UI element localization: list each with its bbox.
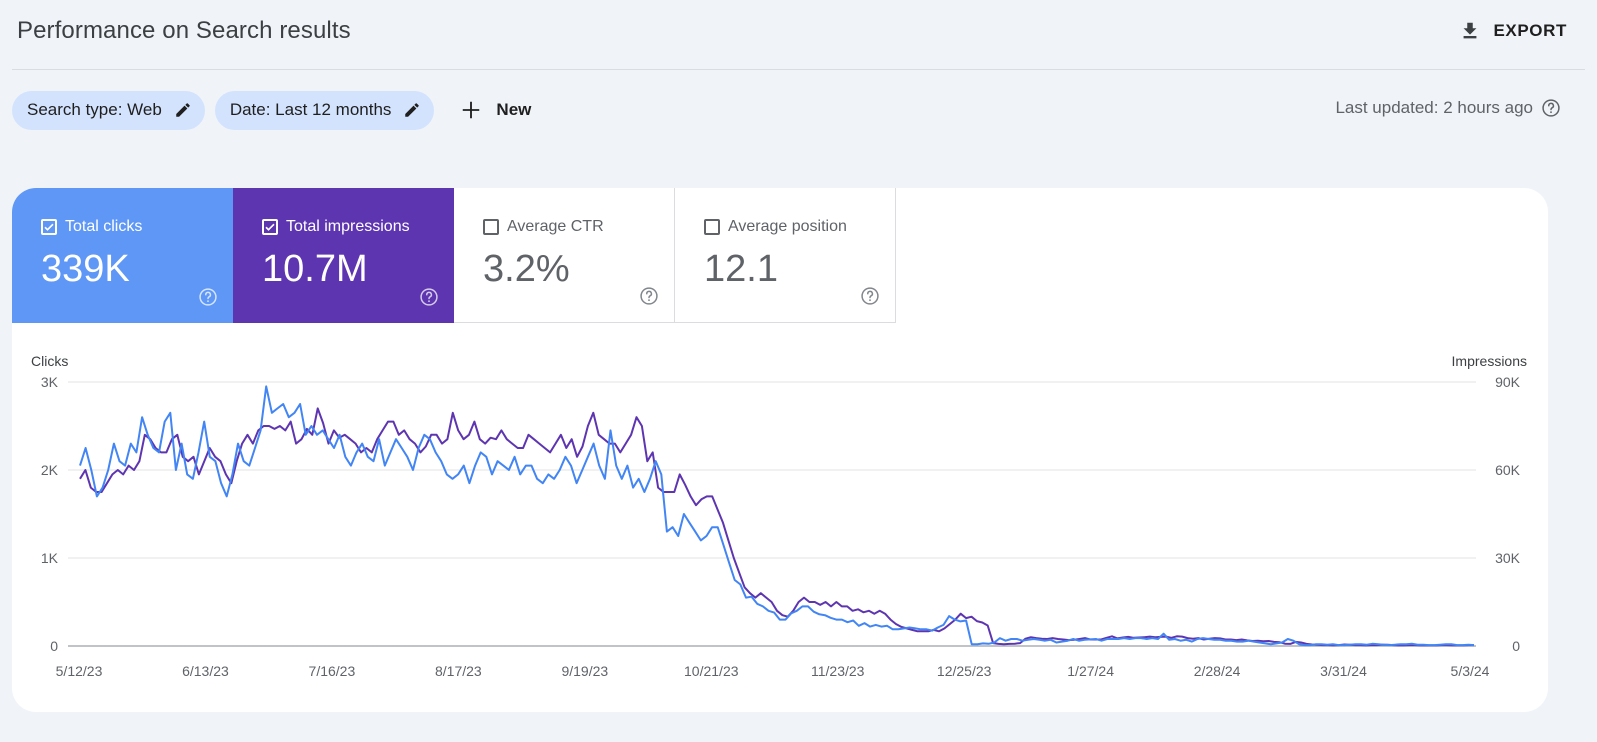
metric-label: Total impressions xyxy=(286,218,410,235)
series-line-impressions xyxy=(79,407,1474,647)
metric-total-impressions[interactable]: Total impressions 10.7M xyxy=(233,188,454,323)
x-tick-label: 5/12/23 xyxy=(56,663,103,679)
metric-value: 339K xyxy=(41,248,130,290)
date-range-label: Date: Last 12 months xyxy=(229,100,392,119)
metric-label: Total clicks xyxy=(65,218,143,235)
metric-value: 10.7M xyxy=(262,248,368,290)
right-tick-label: 90K xyxy=(1495,374,1521,390)
x-tick-label: 1/27/24 xyxy=(1067,663,1114,679)
left-tick-label: 3K xyxy=(41,374,59,390)
right-tick-label: 30K xyxy=(1495,550,1521,566)
x-tick-label: 7/16/23 xyxy=(309,663,356,679)
performance-card: Total clicks 339K Total impressions 10.7… xyxy=(12,188,1548,712)
metric-average-ctr[interactable]: Average CTR 3.2% xyxy=(454,188,675,323)
metric-tabs: Total clicks 339K Total impressions 10.7… xyxy=(12,188,896,323)
right-tick-label: 60K xyxy=(1495,462,1521,478)
last-updated-text: Last updated: 2 hours ago xyxy=(1335,98,1533,117)
edit-icon xyxy=(176,103,190,117)
help-icon[interactable] xyxy=(198,287,218,307)
series-line-clicks xyxy=(79,385,1475,647)
page-header: Performance on Search results EXPORT xyxy=(0,0,1597,70)
search-type-label: Search type: Web xyxy=(27,100,162,119)
search-type-chip[interactable]: Search type: Web xyxy=(12,90,205,130)
help-icon[interactable] xyxy=(1541,98,1561,118)
x-tick-label: 2/28/24 xyxy=(1194,663,1241,679)
download-icon xyxy=(1464,22,1477,39)
x-tick-label: 5/3/24 xyxy=(1451,663,1490,679)
new-filter-button[interactable]: New xyxy=(444,91,531,130)
x-tick-label: 3/31/24 xyxy=(1320,663,1367,679)
checkbox-checked-icon[interactable] xyxy=(41,219,57,235)
x-tick-label: 9/19/23 xyxy=(561,663,608,679)
export-button[interactable]: EXPORT xyxy=(1459,16,1567,46)
metric-label: Average CTR xyxy=(507,218,604,235)
checkbox-unchecked-icon[interactable] xyxy=(483,219,499,235)
metric-average-position[interactable]: Average position 12.1 xyxy=(675,188,896,323)
page-title: Performance on Search results xyxy=(17,17,351,44)
left-tick-label: 2K xyxy=(41,462,59,478)
right-axis-title: Impressions xyxy=(1452,353,1527,369)
metric-label: Average position xyxy=(728,218,847,235)
export-label: EXPORT xyxy=(1493,21,1567,40)
metric-value: 12.1 xyxy=(704,248,778,290)
header-divider xyxy=(12,69,1585,70)
chart-svg: Clicks Impressions 0 0 1K 30K 2K 60K 3K 90K 5/1… xyxy=(31,353,1527,679)
filter-bar: Search type: Web Date: Last 12 months Ne… xyxy=(12,90,531,130)
new-filter-label: New xyxy=(496,100,532,119)
metric-total-clicks[interactable]: Total clicks 339K xyxy=(12,188,233,323)
left-tick-label: 1K xyxy=(41,550,59,566)
edit-icon xyxy=(405,103,420,117)
date-range-chip[interactable]: Date: Last 12 months xyxy=(214,90,435,130)
x-tick-label: 8/17/23 xyxy=(435,663,482,679)
help-icon[interactable] xyxy=(419,287,439,307)
metric-value: 3.2% xyxy=(483,248,570,290)
x-tick-label: 12/25/23 xyxy=(937,663,992,679)
checkbox-unchecked-icon[interactable] xyxy=(704,219,720,235)
performance-chart[interactable]: Clicks Impressions 0 0 1K 30K 2K 60K 3K 90K 5/1… xyxy=(12,323,1548,712)
checkbox-checked-icon[interactable] xyxy=(262,219,278,235)
last-updated: Last updated: 2 hours ago xyxy=(1335,98,1561,118)
plus-icon xyxy=(463,101,480,119)
x-tick-label: 10/21/23 xyxy=(684,663,739,679)
left-axis-title: Clicks xyxy=(31,353,68,369)
help-icon[interactable] xyxy=(639,286,659,306)
x-tick-label: 11/23/23 xyxy=(811,663,865,679)
help-icon[interactable] xyxy=(860,286,880,306)
right-tick-label: 0 xyxy=(1512,638,1520,654)
x-tick-label: 6/13/23 xyxy=(182,663,229,679)
left-tick-label: 0 xyxy=(50,638,58,654)
